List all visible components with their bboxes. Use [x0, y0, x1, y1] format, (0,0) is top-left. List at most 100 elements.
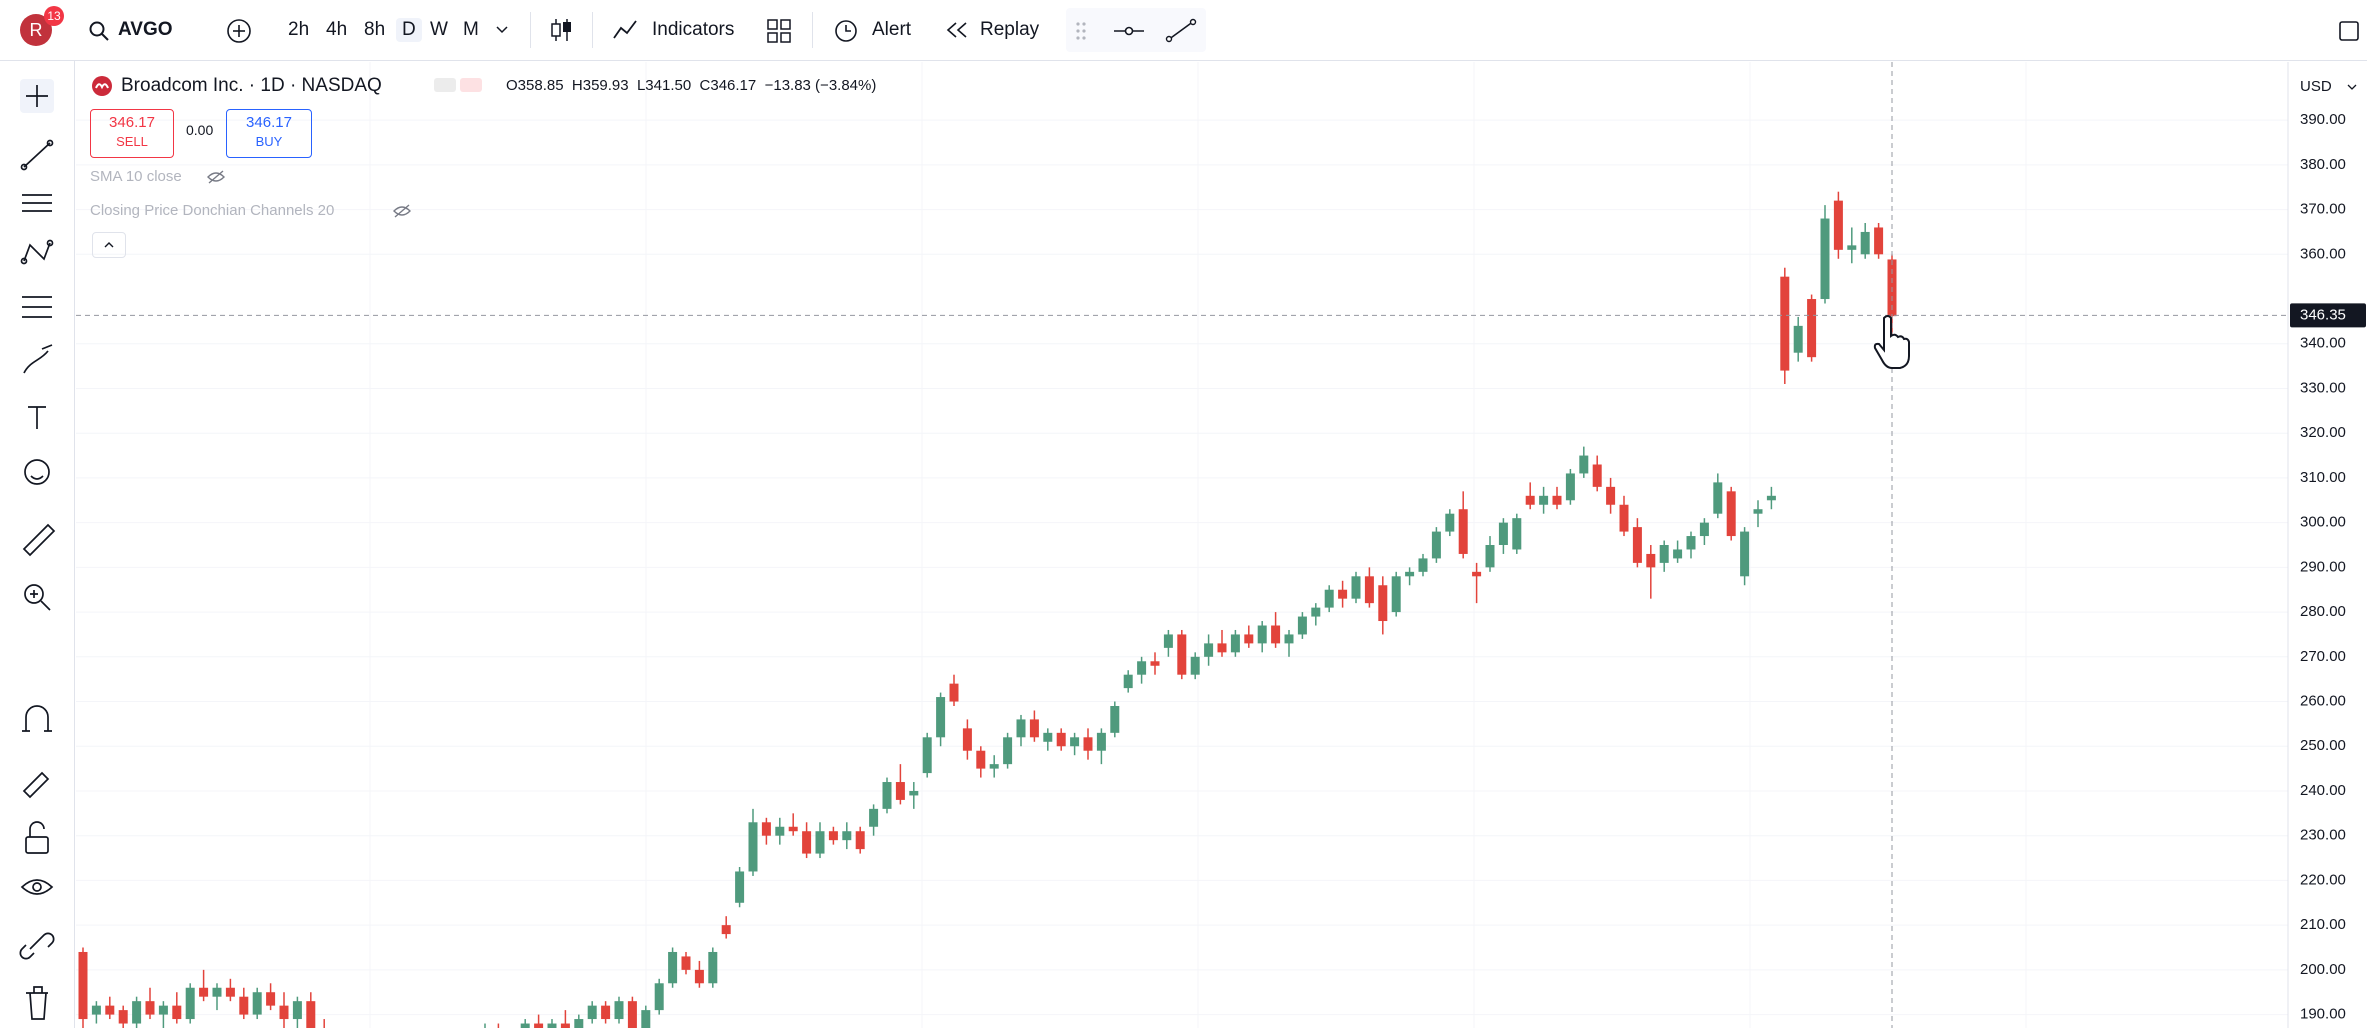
search-icon	[89, 21, 109, 41]
candle-body	[1552, 495, 1562, 505]
chart-type-icon[interactable]	[548, 16, 574, 44]
candle-body	[534, 1023, 544, 1028]
candle-body	[560, 1023, 570, 1028]
candle-body	[1512, 518, 1522, 550]
candle-body	[949, 683, 959, 702]
chevron[interactable]	[494, 22, 510, 38]
study-legend[interactable]: SMA 10 close	[90, 168, 182, 185]
interval[interactable]: 4h	[326, 19, 348, 40]
candle-body	[1257, 625, 1267, 644]
candle-body	[614, 1001, 624, 1020]
hidden-icon[interactable]	[392, 203, 412, 219]
compare-icon[interactable]	[225, 17, 253, 45]
alert-icon[interactable]	[832, 16, 860, 44]
separator	[592, 12, 593, 48]
candle-body	[694, 969, 704, 984]
candle-body	[1043, 732, 1053, 742]
candle-body	[668, 951, 678, 984]
candle-body	[1606, 486, 1616, 505]
candle-body	[1659, 545, 1669, 563]
candle-body	[1083, 737, 1093, 751]
interval[interactable]: 8h	[364, 19, 386, 40]
interval[interactable]: D	[396, 18, 422, 42]
replay-button[interactable]: Replay	[980, 19, 1040, 40]
floating-tools-icons[interactable]	[1074, 18, 1204, 44]
y-tick-label: 230.00	[2300, 827, 2346, 844]
candle-body	[842, 831, 852, 841]
candle-body	[976, 750, 986, 769]
candle-body	[1378, 585, 1388, 622]
candle-body	[1230, 634, 1240, 653]
candle-body	[1579, 455, 1589, 474]
candle-body	[1016, 719, 1026, 738]
candle-body	[1472, 571, 1482, 577]
candle-body	[239, 996, 249, 1015]
templates-icon[interactable]	[766, 18, 792, 44]
candle-body	[118, 1010, 128, 1024]
candle-body	[1418, 558, 1428, 572]
candle-body	[1351, 576, 1361, 599]
candle-body	[1405, 571, 1415, 577]
y-tick-label: 280.00	[2300, 603, 2346, 620]
interval[interactable]: M	[463, 19, 479, 40]
candle-body	[1498, 522, 1508, 545]
candle-body	[1860, 231, 1870, 255]
top-toolbar	[0, 0, 2367, 61]
candle-body	[1525, 495, 1535, 505]
candle-body	[1123, 674, 1133, 689]
candle-body	[1338, 589, 1348, 599]
currency-chevron[interactable]	[2347, 84, 2357, 90]
collapse-legend[interactable]	[92, 232, 126, 258]
separator	[812, 12, 813, 48]
y-tick-label: 370.00	[2300, 201, 2346, 218]
crosshair-price-label: 346.35	[2300, 306, 2346, 323]
replay-icon[interactable]	[944, 20, 970, 40]
candle-body	[962, 728, 972, 751]
candle-body	[1874, 227, 1884, 255]
buy-button[interactable]: 346.17 BUY	[226, 109, 312, 158]
y-tick-label: 250.00	[2300, 737, 2346, 754]
candle-body	[1807, 299, 1817, 358]
alert-button[interactable]: Alert	[872, 19, 912, 40]
close: C346.17	[699, 77, 757, 94]
candle-body	[1391, 576, 1401, 613]
symbol[interactable]: AVGO	[118, 19, 173, 40]
candle-body	[708, 951, 718, 984]
candle-body	[802, 831, 812, 854]
candle-body	[1324, 589, 1334, 608]
candle-body	[1793, 325, 1803, 353]
candle-body	[172, 1005, 182, 1020]
collapse-icon	[104, 242, 114, 248]
sell-button[interactable]: 346.17 SELL	[90, 109, 174, 158]
y-tick-label: 300.00	[2300, 514, 2346, 531]
candle-body	[922, 737, 932, 774]
interval[interactable]: W	[430, 19, 448, 40]
y-tick-label: 320.00	[2300, 424, 2346, 441]
candle-body	[1820, 218, 1830, 300]
layout-icon[interactable]	[2338, 20, 2360, 42]
candle-body	[882, 782, 892, 809]
y-tick-label: 210.00	[2300, 916, 2346, 933]
currency[interactable]: USD	[2300, 78, 2332, 95]
indicators-icon[interactable]	[612, 18, 640, 42]
candle-body	[1204, 643, 1214, 657]
interval[interactable]: 2h	[288, 19, 310, 40]
indicators-button[interactable]: Indicators	[652, 19, 735, 40]
study-legend[interactable]: Closing Price Donchian Channels 20	[90, 202, 335, 219]
candle-body	[1431, 531, 1441, 559]
vertical-grid	[369, 62, 2027, 1028]
candle-body	[574, 1019, 584, 1028]
candle-body	[815, 831, 825, 854]
candle-body	[547, 1023, 557, 1028]
buy-label: BUY	[255, 134, 283, 149]
separator	[530, 12, 531, 48]
drawing-tools[interactable]	[0, 61, 74, 1028]
candle-body	[1445, 513, 1455, 532]
candle-body	[909, 790, 919, 796]
candle-body	[775, 826, 785, 836]
candle-body	[292, 1001, 302, 1020]
candle-body	[601, 1005, 611, 1020]
candle-body	[721, 925, 731, 935]
hidden-icon[interactable]	[206, 169, 226, 185]
candle-body	[1150, 661, 1160, 666]
